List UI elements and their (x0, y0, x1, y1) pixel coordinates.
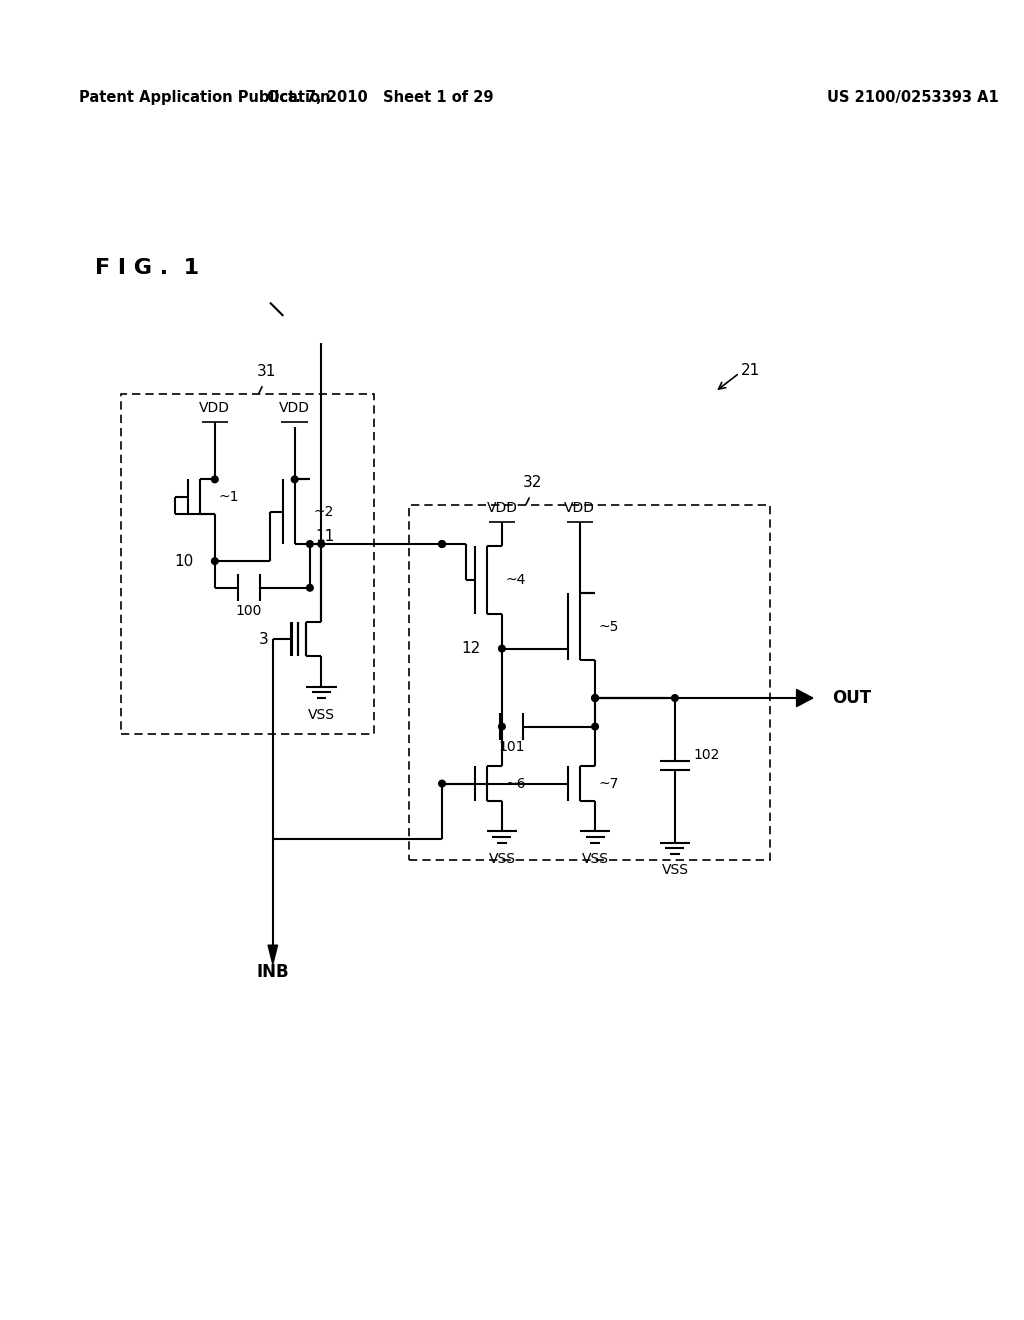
Text: VDD: VDD (200, 401, 230, 414)
Text: VDD: VDD (564, 500, 595, 515)
Text: 21: 21 (741, 363, 761, 378)
Circle shape (318, 541, 325, 548)
Circle shape (212, 558, 218, 565)
Text: 10: 10 (175, 553, 194, 569)
Text: INB: INB (256, 962, 289, 981)
Polygon shape (797, 689, 813, 706)
Text: OUT: OUT (831, 689, 870, 708)
Text: 3: 3 (259, 631, 269, 647)
Circle shape (499, 645, 505, 652)
Circle shape (592, 694, 598, 701)
Text: ~5: ~5 (599, 619, 620, 634)
Text: 11: 11 (315, 529, 335, 544)
Circle shape (438, 780, 445, 787)
Polygon shape (268, 945, 278, 964)
Circle shape (306, 585, 313, 591)
Text: VSS: VSS (582, 851, 608, 866)
Circle shape (306, 541, 313, 548)
Text: ~6: ~6 (506, 776, 526, 791)
Circle shape (499, 723, 505, 730)
Circle shape (212, 477, 218, 483)
Text: 100: 100 (236, 603, 262, 618)
Text: ~4: ~4 (506, 573, 526, 587)
Text: VDD: VDD (280, 401, 310, 414)
Text: F I G .  1: F I G . 1 (95, 259, 200, 279)
Circle shape (438, 541, 445, 548)
Text: 31: 31 (256, 363, 275, 379)
Bar (121, 393, 374, 734)
Circle shape (672, 694, 678, 701)
Text: VDD: VDD (486, 500, 517, 515)
Text: 102: 102 (694, 748, 720, 762)
Circle shape (592, 723, 598, 730)
Text: VSS: VSS (308, 708, 335, 722)
Text: VSS: VSS (662, 863, 688, 878)
Circle shape (292, 477, 298, 483)
Bar (409, 506, 770, 859)
Text: 12: 12 (462, 642, 481, 656)
Text: Patent Application Publication: Patent Application Publication (79, 90, 331, 104)
Text: VSS: VSS (488, 851, 515, 866)
Text: ~7: ~7 (599, 776, 620, 791)
Text: 101: 101 (498, 741, 524, 755)
Text: ~2: ~2 (313, 504, 334, 519)
Text: Oct. 7, 2010   Sheet 1 of 29: Oct. 7, 2010 Sheet 1 of 29 (267, 90, 494, 104)
Circle shape (438, 541, 445, 548)
Text: 32: 32 (522, 475, 542, 490)
Text: US 2100/0253393 A1: US 2100/0253393 A1 (827, 90, 998, 104)
Text: ~1: ~1 (219, 490, 240, 503)
Circle shape (592, 694, 598, 701)
